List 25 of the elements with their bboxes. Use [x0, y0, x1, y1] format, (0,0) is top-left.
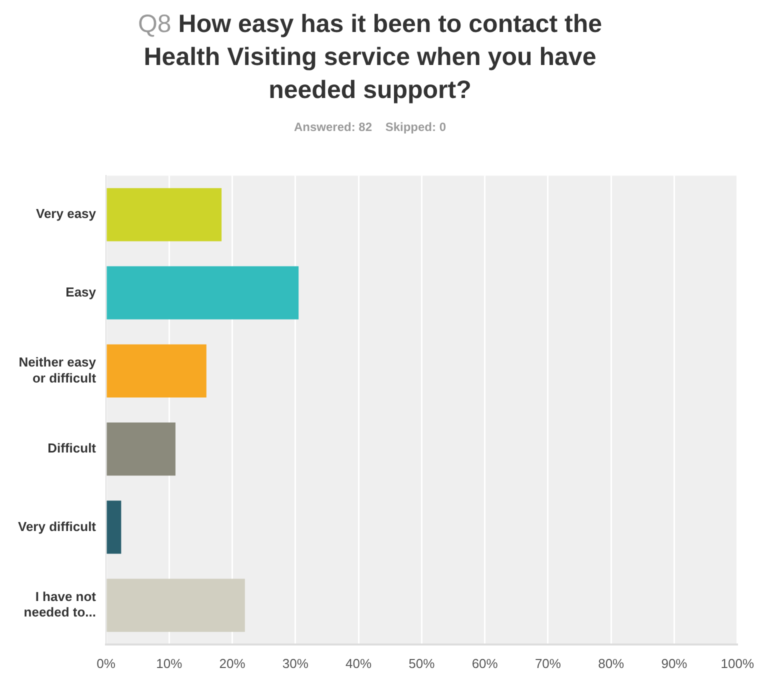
y-tick-label: Difficult	[48, 440, 97, 456]
bar	[106, 344, 206, 398]
y-tick-label: Easy	[66, 284, 97, 300]
bar	[106, 422, 176, 476]
x-tick-label: 0%	[96, 656, 116, 671]
x-tick-label: 10%	[156, 656, 183, 671]
x-tick-label: 60%	[472, 656, 498, 671]
bar	[106, 266, 299, 320]
bar	[106, 578, 245, 632]
x-tick-label: 30%	[282, 656, 309, 671]
y-tick-label: Very easy	[36, 206, 97, 222]
x-tick-label: 20%	[219, 656, 246, 671]
x-tick-label: 90%	[661, 656, 688, 671]
x-tick-label: 50%	[408, 656, 436, 671]
bar	[106, 500, 122, 554]
x-tick-label: 70%	[534, 656, 562, 671]
y-tick-label: Very difficult	[18, 518, 97, 534]
x-tick-label: 80%	[598, 656, 625, 671]
chart-subtitle: Answered: 82 Skipped: 0	[292, 120, 448, 134]
x-tick-label: 100%	[720, 656, 754, 671]
y-tick-label: Neither easy or difficult	[18, 354, 97, 386]
chart-title: Q8 How easy has it been to contact the Health Visiting service when you have needed support?	[136, 9, 603, 106]
x-tick-label: 40%	[346, 656, 372, 671]
bar	[106, 188, 222, 242]
y-tick-label: I have not needed to...	[24, 589, 97, 620]
